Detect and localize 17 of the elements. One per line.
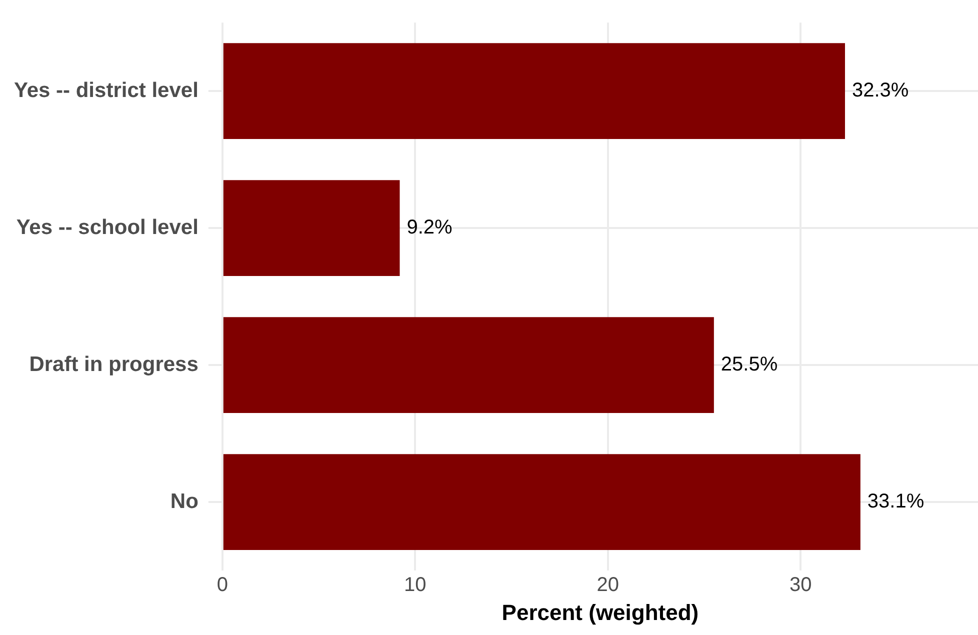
- bar: [223, 454, 860, 550]
- data-label: 9.2%: [406, 216, 453, 239]
- x-tick-label: 30: [790, 574, 812, 596]
- x-axis-title: Percent (weighted): [502, 600, 699, 625]
- x-tick-label: 0: [216, 574, 228, 596]
- y-tick-label: No: [170, 490, 198, 513]
- y-tick-label: Yes -- school level: [16, 216, 198, 239]
- y-tick-label: Yes -- district level: [14, 78, 198, 102]
- bar: [223, 180, 400, 276]
- bar: [223, 43, 845, 140]
- bar: [223, 317, 714, 414]
- x-tick-label: 20: [596, 574, 620, 596]
- data-label: 32.3%: [852, 80, 909, 102]
- data-label: 33.1%: [867, 490, 924, 513]
- data-label: 25.5%: [720, 354, 778, 376]
- x-tick-label: 10: [404, 574, 426, 596]
- y-tick-label: Draft in progress: [29, 352, 198, 376]
